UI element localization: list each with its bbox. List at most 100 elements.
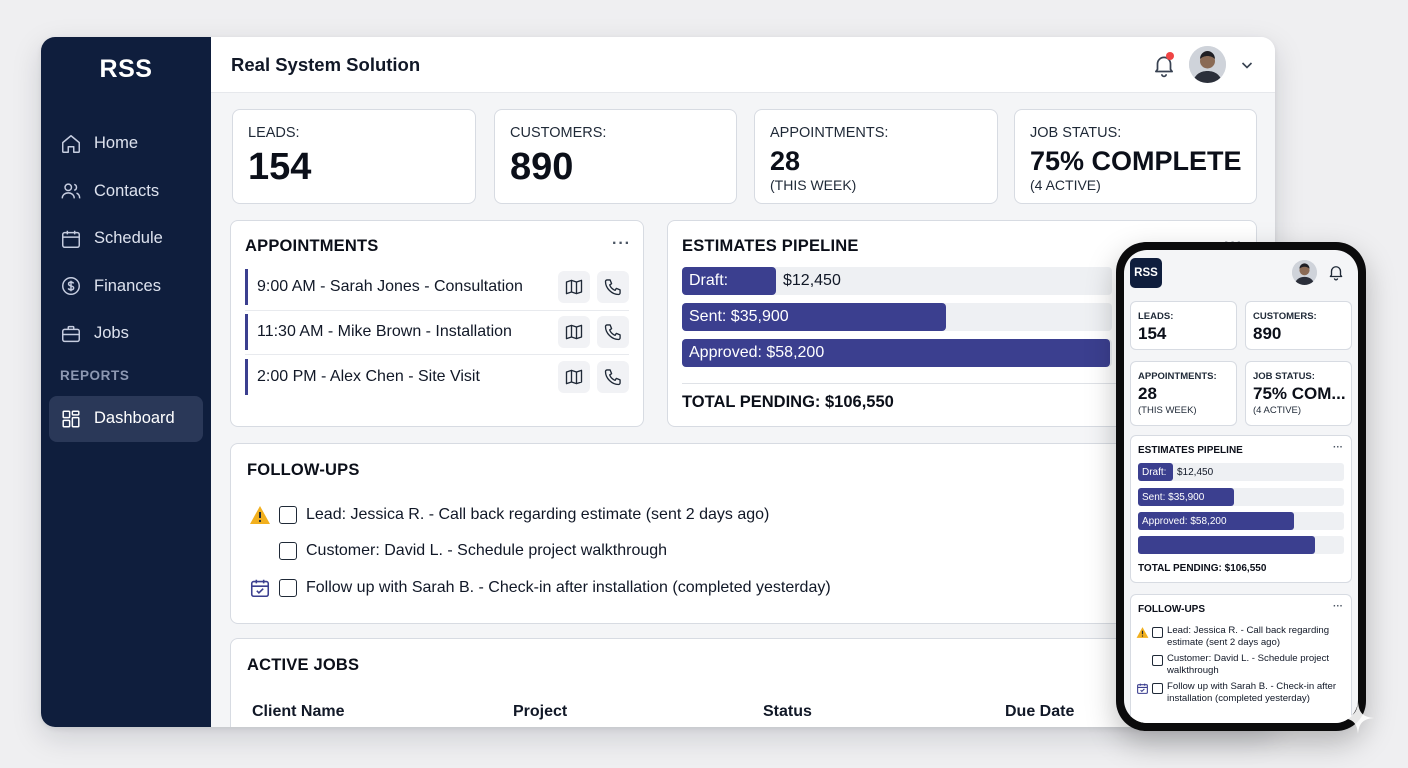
call-button[interactable]: [597, 361, 629, 393]
follow-up-checkbox[interactable]: [279, 506, 297, 524]
mobile-app-logo[interactable]: RSS: [1130, 258, 1162, 288]
follow-up-checkbox[interactable]: [279, 542, 297, 560]
column-header-project[interactable]: Project: [513, 703, 568, 720]
follow-up-text: Customer: David L. - Schedule project wa…: [1167, 653, 1330, 676]
appointment-row[interactable]: 9:00 AM - Sarah Jones - Consultation: [245, 269, 629, 305]
stat-label: CUSTOMERS:: [1253, 311, 1317, 322]
call-button[interactable]: [597, 316, 629, 348]
pipeline-total: TOTAL PENDING: $106,550: [1138, 563, 1267, 574]
pipeline-bar-label: Approved: $58,200: [689, 344, 825, 361]
chevron-down-icon[interactable]: [1239, 57, 1255, 73]
mobile-avatar[interactable]: [1292, 260, 1317, 285]
follow-up-item: Lead: Jessica R. - Call back regarding e…: [1136, 625, 1346, 649]
phone-icon: [604, 369, 621, 386]
bell-icon[interactable]: [1327, 263, 1345, 281]
pipeline-bar[interactable]: Sent: $35,900: [1138, 488, 1234, 506]
calendar-icon: [62, 230, 80, 248]
stat-value: 154: [1138, 324, 1167, 343]
pipeline-bar-track: Approved: $58,200: [1138, 512, 1344, 530]
stat-value: 28: [770, 146, 801, 176]
pipeline-bar-label: Approved: $58,200: [1142, 515, 1227, 527]
appointment-text: 2:00 PM - Alex Chen - Site Visit: [257, 368, 480, 385]
column-header-due-date[interactable]: Due Date: [1005, 703, 1075, 720]
pipeline-bar-label: Sent: $35,900: [1142, 491, 1205, 503]
stat-value: 890: [1253, 324, 1282, 343]
more-options-button[interactable]: ···: [612, 235, 631, 252]
page-title: Real System Solution: [231, 53, 421, 75]
calendar-check-icon: [1137, 683, 1148, 694]
follow-up-checkbox[interactable]: [279, 579, 297, 597]
more-options-button[interactable]: ···: [1333, 601, 1343, 612]
stat-label: LEADS:: [248, 125, 300, 141]
card-title: ESTIMATES PIPELINE: [682, 237, 859, 255]
appointment-text: 9:00 AM - Sarah Jones - Consultation: [257, 278, 523, 295]
mobile-stat-card-appointments: APPOINTMENTS: 28 (THIS WEEK): [1130, 361, 1237, 426]
sidebar-item-label: Home: [94, 134, 139, 153]
active-jobs-card: ACTIVE JOBS Client Name Project Status D…: [230, 638, 1257, 727]
stat-subtext: (4 ACTIVE): [1253, 405, 1302, 416]
map-button[interactable]: [558, 361, 590, 393]
desktop-app-window: RSS Home Contacts Schedule Finances Jobs: [41, 37, 1275, 727]
column-header-client-name[interactable]: Client Name: [252, 703, 345, 720]
sidebar-item-home[interactable]: Home: [49, 120, 203, 168]
sidebar-item-label: Schedule: [94, 229, 163, 248]
stat-subtext: (4 ACTIVE): [1030, 177, 1101, 193]
pipeline-bar[interactable]: Draft:: [1138, 463, 1173, 481]
empty-icon-slot: [1136, 654, 1149, 667]
stat-label: JOB STATUS:: [1030, 125, 1122, 141]
avatar[interactable]: [1189, 46, 1226, 83]
appointment-text: 11:30 AM - Mike Brown - Installation: [257, 323, 512, 340]
main-content: Real System Solution LEADS: 154 CUSTOMER…: [211, 37, 1275, 727]
users-icon: [61, 183, 81, 199]
column-header-status[interactable]: Status: [763, 703, 812, 720]
more-options-button[interactable]: ···: [1333, 442, 1343, 453]
sidebar-item-contacts[interactable]: Contacts: [49, 168, 203, 216]
pipeline-bar[interactable]: [1138, 536, 1315, 554]
pipeline-bar-track: Sent: $35,900: [682, 303, 1112, 331]
stat-card-job-status: JOB STATUS: 75% COMPLETE (4 ACTIVE): [1014, 109, 1257, 204]
appointment-row[interactable]: 2:00 PM - Alex Chen - Site Visit: [245, 359, 629, 395]
stat-value: 75% COMPLETE: [1030, 146, 1242, 176]
app-logo[interactable]: RSS: [99, 55, 153, 83]
stat-label: LEADS:: [1138, 311, 1174, 322]
mobile-estimates-pipeline-card: ESTIMATES PIPELINE ··· Draft: $12,450 Sent…: [1130, 435, 1352, 583]
sidebar-nav: Home Contacts Schedule Finances Jobs REP…: [49, 120, 203, 442]
follow-up-checkbox[interactable]: [1152, 655, 1163, 666]
follow-up-item: Follow up with Sarah B. - Check-in after…: [249, 574, 831, 602]
stat-label: APPOINTMENTS:: [1138, 371, 1217, 382]
pipeline-bar-track: Draft: $12,450: [682, 267, 1112, 295]
divider: [245, 354, 629, 355]
follow-up-text: Lead: Jessica R. - Call back regarding e…: [306, 506, 770, 523]
pipeline-bar-track: [1138, 536, 1344, 554]
sidebar-item-label: Jobs: [94, 324, 129, 343]
appointments-card: APPOINTMENTS ··· 9:00 AM - Sarah Jones -…: [230, 220, 644, 427]
pipeline-bar[interactable]: Draft:: [682, 267, 776, 295]
follow-up-checkbox[interactable]: [1152, 627, 1163, 638]
map-icon: [565, 279, 583, 295]
card-title: APPOINTMENTS: [245, 237, 379, 255]
warning-icon: [1136, 627, 1149, 638]
pipeline-bar[interactable]: Approved: $58,200: [1138, 512, 1294, 530]
dollar-circle-icon: [62, 277, 80, 296]
stat-value: 890: [510, 146, 574, 188]
appointment-row[interactable]: 11:30 AM - Mike Brown - Installation: [245, 314, 629, 350]
sidebar-item-schedule[interactable]: Schedule: [49, 215, 203, 263]
pipeline-bar[interactable]: Sent: $35,900: [682, 303, 946, 331]
pipeline-bar-amount: $12,450: [783, 272, 841, 289]
phone-icon: [604, 324, 621, 341]
map-button[interactable]: [558, 316, 590, 348]
map-button[interactable]: [558, 271, 590, 303]
sidebar-item-finances[interactable]: Finances: [49, 263, 203, 311]
follow-up-text: Follow up with Sarah B. - Check-in after…: [306, 579, 831, 596]
empty-icon-slot: [249, 540, 271, 562]
map-icon: [565, 369, 583, 385]
follow-up-checkbox[interactable]: [1152, 683, 1163, 694]
sidebar-item-jobs[interactable]: Jobs: [49, 310, 203, 358]
follow-up-text: Follow up with Sarah B. - Check-in after…: [1167, 681, 1337, 704]
stat-card-leads: LEADS: 154: [232, 109, 476, 204]
stat-label: CUSTOMERS:: [510, 125, 607, 141]
sidebar-item-dashboard[interactable]: Dashboard: [49, 395, 203, 442]
mobile-device-frame: RSS LEADS: 154 CUSTOMERS: 890 APPOINTMEN…: [1116, 242, 1366, 731]
pipeline-bar[interactable]: Approved: $58,200: [682, 339, 1110, 367]
call-button[interactable]: [597, 271, 629, 303]
